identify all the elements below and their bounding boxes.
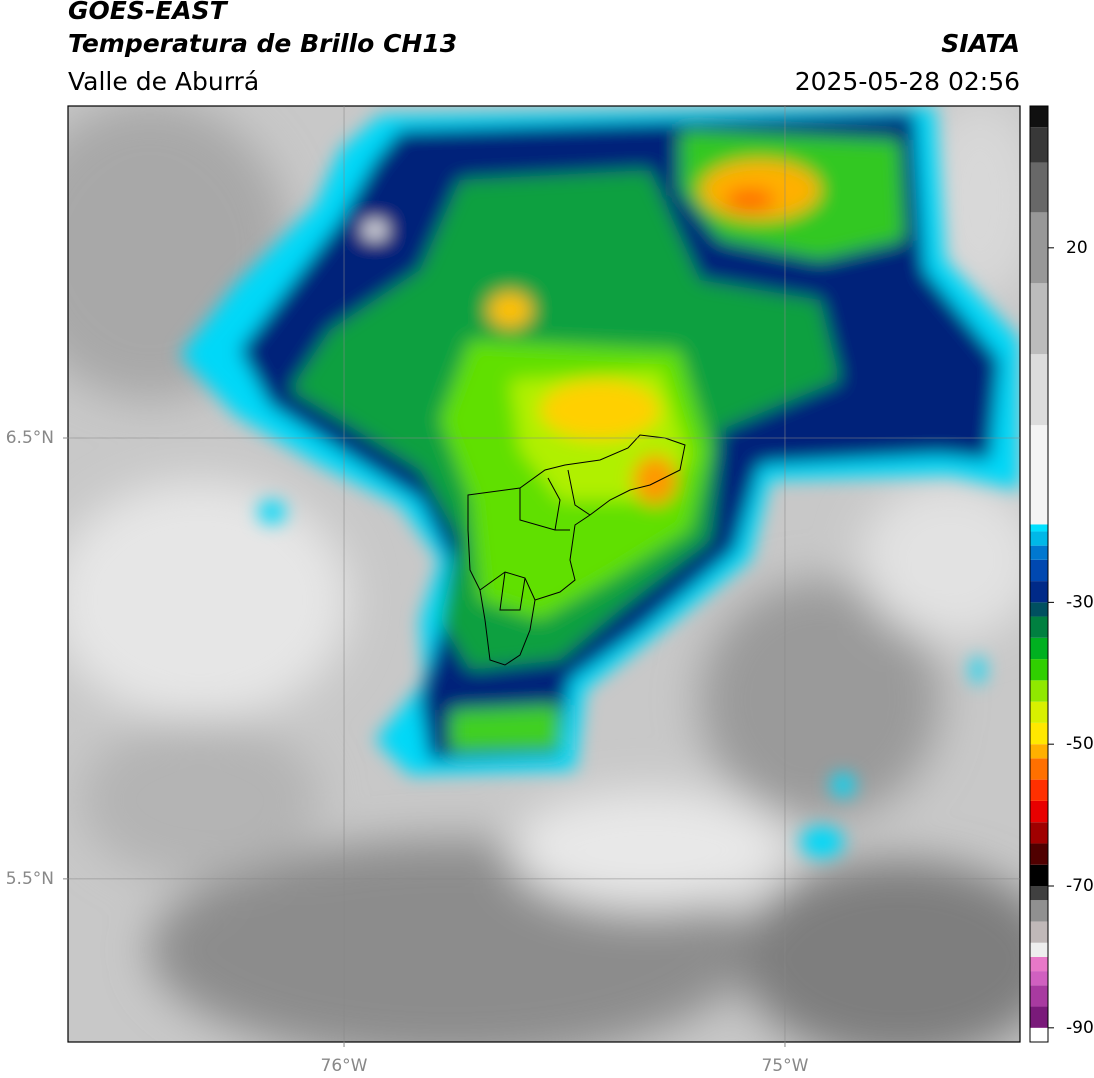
colorbar-band — [1030, 843, 1048, 865]
colorbar-band — [1030, 283, 1048, 355]
region: Valle de Aburrá — [68, 67, 259, 96]
colorbar-band — [1030, 354, 1048, 426]
x-tick-label: 75°W — [761, 1056, 808, 1076]
plot-frame — [67, 105, 1021, 1043]
timestamp: 2025-05-28 02:56 — [795, 67, 1020, 96]
y-tick-label: 6.5°N — [6, 428, 54, 448]
colorbar-band — [1030, 680, 1048, 702]
colorbar-band — [1030, 524, 1048, 532]
x-tick-label: 76°W — [321, 1056, 368, 1076]
colorbar-tick-label: 20 — [1066, 238, 1088, 258]
colorbar-band — [1030, 425, 1048, 525]
colorbar-band — [1030, 581, 1048, 603]
colorbar-band — [1030, 531, 1048, 546]
colorbar-tick-label: -30 — [1066, 592, 1094, 612]
source: SIATA — [941, 29, 1020, 58]
y-tick-label: 5.5°N — [6, 869, 54, 889]
colorbar-band — [1030, 127, 1048, 163]
colorbar-band — [1030, 722, 1048, 745]
colorbar-band — [1030, 956, 1048, 972]
colorbar-band — [1030, 744, 1048, 759]
colorbar-band — [1030, 886, 1048, 901]
colorbar-band — [1030, 162, 1048, 213]
colorbar-band — [1030, 864, 1048, 886]
colorbar-tick-label: -90 — [1066, 1018, 1094, 1038]
colorbar-band — [1030, 971, 1048, 986]
colorbar-band — [1030, 106, 1048, 128]
colorbar-band — [1030, 1027, 1048, 1042]
colorbar-band — [1030, 616, 1048, 638]
colorbar-band — [1030, 779, 1048, 801]
colorbar-band — [1030, 212, 1048, 284]
colorbar-band — [1030, 545, 1048, 560]
colorbar-band — [1030, 559, 1048, 582]
colorbar-band — [1030, 1006, 1048, 1028]
colorbar-band — [1030, 659, 1048, 681]
colorbar-band — [1030, 602, 1048, 617]
colorbar-band — [1030, 900, 1048, 922]
title: GOES-EAST — [68, 0, 229, 25]
colorbar-band — [1030, 800, 1048, 823]
colorbar-band — [1030, 701, 1048, 723]
colorbar-band — [1030, 758, 1048, 780]
colorbar-tick-label: -50 — [1066, 734, 1094, 754]
colorbar-band — [1030, 985, 1048, 1007]
colorbar-tick-label: -70 — [1066, 876, 1094, 896]
colorbar-band — [1030, 822, 1048, 844]
colorbar-band — [1030, 942, 1048, 957]
imagery — [68, 106, 1020, 1042]
subtitle: Temperatura de Brillo CH13 — [68, 29, 457, 58]
colorbar-frame — [1029, 105, 1049, 1043]
colorbar-band — [1030, 637, 1048, 660]
colorbar-band — [1030, 921, 1048, 943]
